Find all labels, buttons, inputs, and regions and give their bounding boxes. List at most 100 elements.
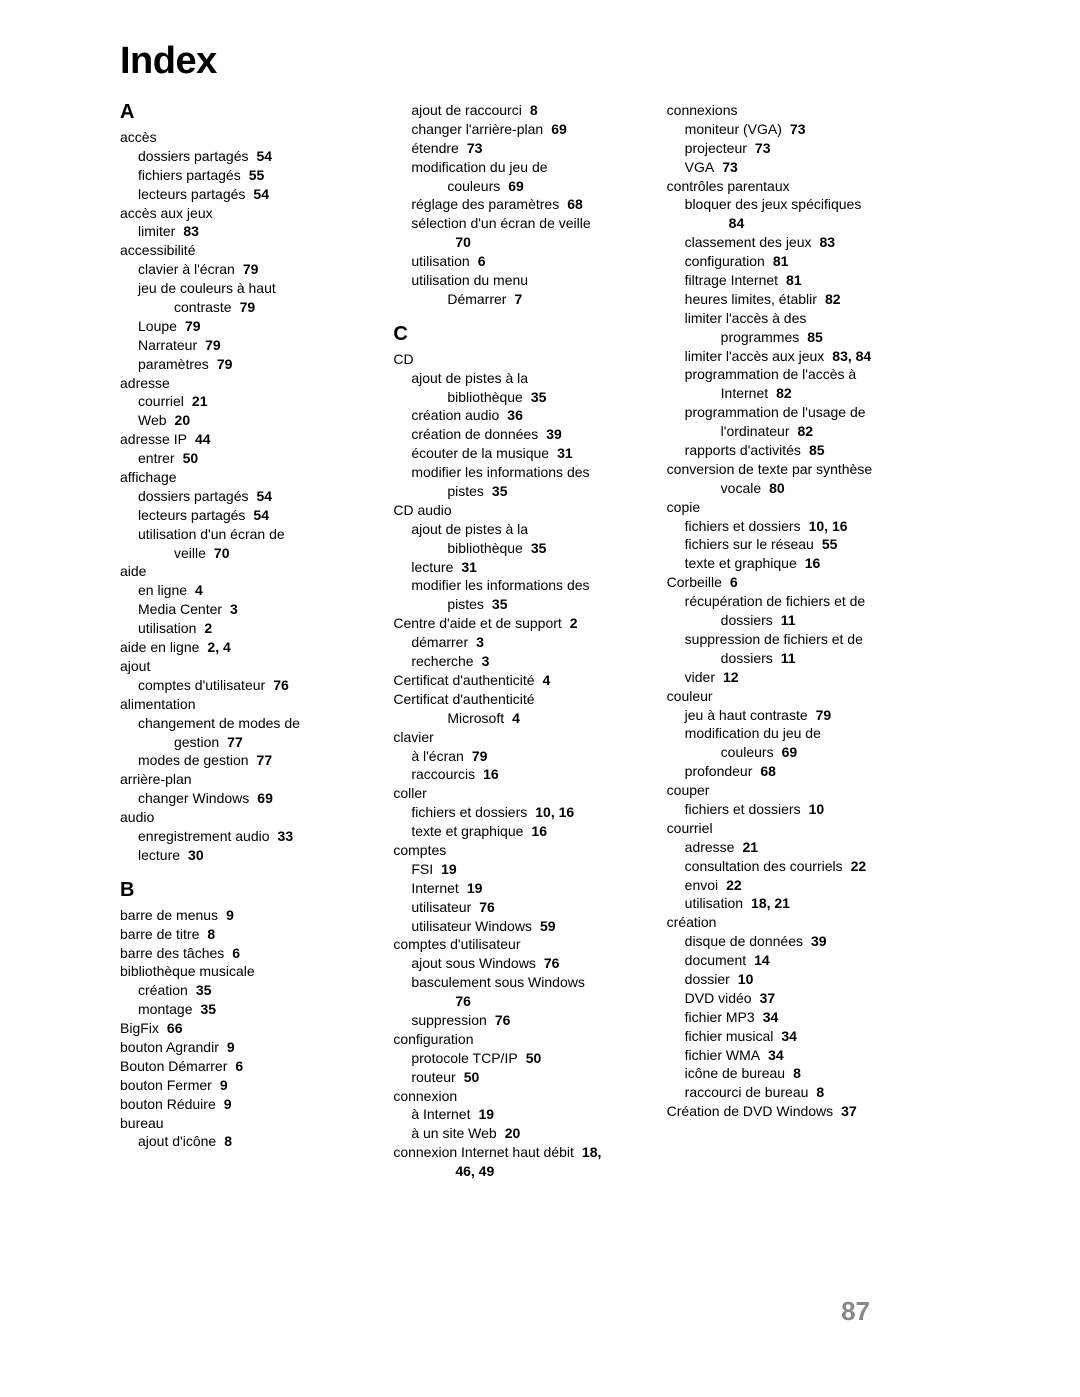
index-entry: Corbeille6: [667, 573, 930, 592]
entry-text: jeu à haut contraste: [685, 707, 808, 723]
index-entry: projecteur73: [685, 139, 930, 158]
index-entry: contrôles parentaux: [667, 177, 930, 196]
page-ref: 31: [557, 445, 573, 461]
index-entry: alimentation: [120, 695, 383, 714]
page-ref: 9: [227, 1039, 235, 1055]
index-entry: arrière-plan: [120, 770, 383, 789]
index-entry: création35: [138, 981, 383, 1000]
page-ref: 8: [793, 1065, 801, 1081]
entry-text: limiter l'accès à des: [685, 310, 807, 326]
entry-text: arrière-plan: [120, 771, 192, 787]
index-entry: accès: [120, 128, 383, 147]
index-entry: fichiers sur le réseau55: [685, 535, 930, 554]
index-entry: configuration81: [685, 252, 930, 271]
entry-text: modifier les informations des: [411, 577, 589, 593]
index-entry: bouton Fermer9: [120, 1076, 383, 1095]
page-ref: 68: [567, 196, 583, 212]
page-ref: 81: [786, 272, 802, 288]
page-ref: 35: [531, 389, 547, 405]
entry-text: Web: [138, 412, 167, 428]
entry-text: limiter l'accès aux jeux: [685, 348, 825, 364]
page-ref: 9: [224, 1096, 232, 1112]
page-ref: 3: [482, 653, 490, 669]
index-entry: dossiers partagés54: [138, 487, 383, 506]
entry-text: bloquer des jeux spécifiques: [685, 196, 862, 212]
entry-text: utilisation: [138, 620, 196, 636]
page-ref: 81: [773, 253, 789, 269]
entry-text: protocole TCP/IP: [411, 1050, 517, 1066]
index-entry: Démarrer 7: [447, 290, 656, 309]
page-ref: 6: [235, 1058, 243, 1074]
index-entry: programmes85: [721, 328, 930, 347]
page-ref: 44: [195, 431, 211, 447]
page-ref: 20: [505, 1125, 521, 1141]
index-entry: BigFix66: [120, 1019, 383, 1038]
index-entry: jeu de couleurs à haut: [138, 279, 383, 298]
entry-text: recherche: [411, 653, 473, 669]
entry-text: utilisation: [411, 253, 469, 269]
index-entry: dossiers11: [721, 649, 930, 668]
page-ref: 85: [807, 329, 823, 345]
entry-text: adresse IP: [120, 431, 187, 447]
page-ref: 59: [540, 918, 556, 934]
entry-text: Certificat d'authenticité: [393, 691, 534, 707]
entry-text: ajout de raccourci: [411, 102, 522, 118]
page-ref: 79: [185, 318, 201, 334]
entry-text: création: [667, 914, 717, 930]
page-ref: 73: [722, 159, 738, 175]
index-entry: étendre73: [411, 139, 656, 158]
index-entry: programmation de l'accès à: [685, 365, 930, 384]
index-entry: à l'écran79: [411, 747, 656, 766]
index-letter: B: [120, 879, 383, 902]
index-entry: fichier MP334: [685, 1008, 930, 1027]
index-entry: comptes: [393, 841, 656, 860]
page-ref: 82: [776, 385, 792, 401]
entry-text: icône de bureau: [685, 1065, 785, 1081]
page-ref: 70: [455, 234, 471, 250]
page-ref: 8: [816, 1084, 824, 1100]
page-ref: 79: [205, 337, 221, 353]
index-entry: Loupe 79: [138, 317, 383, 336]
index-entry: raccourcis16: [411, 765, 656, 784]
index-entry: paramètres79: [138, 355, 383, 374]
index-entry: connexion Internet haut débit18,: [393, 1143, 656, 1162]
entry-text: vocale: [721, 480, 761, 496]
entry-text: envoi: [685, 877, 718, 893]
entry-text: projecteur: [685, 140, 747, 156]
index-entry: bouton Agrandir9: [120, 1038, 383, 1057]
index-entry: connexions: [667, 101, 930, 120]
entry-text: Loupe: [138, 318, 177, 334]
page-ref: 11: [781, 612, 796, 628]
entry-text: adresse: [685, 839, 735, 855]
index-entry: routeur50: [411, 1068, 656, 1087]
entry-text: changer l'arrière-plan: [411, 121, 543, 137]
index-entry: ajout de pistes à la: [411, 520, 656, 539]
index-entry: dossiers partagés54: [138, 147, 383, 166]
page-ref: 50: [183, 450, 199, 466]
index-entry: fichiers et dossiers10, 16: [411, 803, 656, 822]
index-entry: limiter l'accès à des: [685, 309, 930, 328]
index-entry: texte et graphique16: [411, 822, 656, 841]
entry-text: Démarrer: [447, 291, 506, 307]
page-ref: 83: [820, 234, 836, 250]
page-ref: 80: [769, 480, 785, 496]
page-ref: 54: [253, 507, 269, 523]
page-ref: 6: [730, 574, 738, 590]
index-entry: 70: [447, 233, 656, 252]
index-entry: couleurs69: [721, 743, 930, 762]
entry-text: connexion: [393, 1088, 457, 1104]
page-ref: 77: [257, 752, 273, 768]
page-ref: 73: [790, 121, 806, 137]
index-entry: ajout de raccourci8: [411, 101, 656, 120]
page-ref: 31: [461, 559, 477, 575]
index-entry: CD: [393, 350, 656, 369]
index-entry: ajout sous Windows76: [411, 954, 656, 973]
index-entry: 84: [721, 214, 930, 233]
entry-text: filtrage Internet: [685, 272, 778, 288]
index-entry: fichiers et dossiers10: [685, 800, 930, 819]
page-ref: 8: [207, 926, 215, 942]
page-ref: 69: [551, 121, 567, 137]
entry-text: à Internet: [411, 1106, 470, 1122]
page-ref: 7: [514, 291, 522, 307]
entry-text: VGA: [685, 159, 715, 175]
